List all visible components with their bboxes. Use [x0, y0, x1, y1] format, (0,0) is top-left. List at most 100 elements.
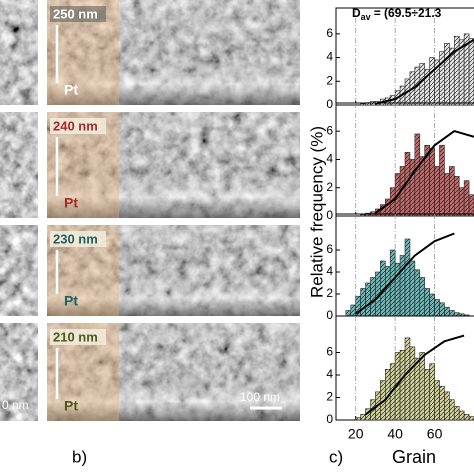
bar — [444, 306, 450, 317]
electrode-label: Pt — [64, 195, 78, 211]
electrode-label: Pt — [64, 293, 78, 309]
y-tick-label: 6 — [326, 242, 333, 256]
y-tick-label: 4 — [326, 50, 333, 64]
y-tick-label: 2 — [326, 73, 333, 87]
fit-curve — [365, 334, 465, 416]
bar — [414, 357, 421, 421]
bar — [444, 173, 450, 217]
panel-label: b) — [72, 447, 87, 466]
bar — [468, 194, 474, 217]
bar — [399, 349, 406, 421]
bar — [419, 277, 426, 317]
thickness-label: 250 nm — [53, 6, 98, 21]
bar — [429, 147, 435, 217]
bar — [355, 417, 361, 421]
y-tick-label: 4 — [326, 152, 333, 166]
y-tick-label: 2 — [326, 286, 333, 300]
bar — [404, 337, 411, 421]
top-view-image — [0, 225, 38, 316]
annotation-subscript: av — [361, 12, 371, 22]
bar — [394, 262, 401, 317]
bar — [414, 133, 421, 217]
bar — [370, 277, 376, 317]
bar — [449, 166, 455, 217]
thickness-label: 240 nm — [53, 118, 98, 133]
bar — [360, 288, 366, 317]
bar — [434, 380, 440, 421]
bar — [419, 63, 426, 106]
bar — [414, 269, 421, 317]
bar — [434, 299, 440, 317]
y-tick-label: 6 — [326, 345, 333, 359]
bar — [404, 238, 411, 317]
bar — [468, 38, 474, 106]
scale-bar-label: 100 nm — [240, 390, 280, 404]
bar — [444, 43, 450, 106]
bar — [365, 282, 371, 317]
bar — [399, 255, 406, 317]
x-tick-label: 60 — [427, 426, 443, 442]
bar — [350, 304, 357, 317]
bar — [439, 302, 445, 317]
bar — [360, 103, 366, 106]
label-box — [50, 329, 106, 345]
label-box — [50, 231, 106, 247]
bar — [360, 214, 366, 217]
sem-images: 250 nm Pt 240 nm Pt 230 nm Pt 210 nm Pt 100 nm 0 … — [0, 0, 300, 421]
bar — [453, 176, 460, 217]
bar — [429, 57, 435, 106]
top-view-image — [0, 0, 38, 105]
electrode-label: Pt — [64, 398, 78, 414]
x-axis-label: Grain — [392, 447, 436, 467]
y-tick-label: 4 — [326, 264, 333, 278]
bar — [463, 180, 470, 217]
bar — [439, 385, 445, 421]
bar — [384, 198, 391, 217]
label-box — [50, 6, 106, 22]
top-view-image — [0, 323, 38, 421]
bar — [453, 35, 460, 106]
bar — [360, 414, 366, 421]
scale-bar-label: 0 nm — [2, 398, 29, 412]
bar — [458, 39, 465, 106]
bar — [468, 416, 474, 421]
electrode-label: Pt — [64, 82, 78, 98]
annotation-symbol: D — [352, 6, 361, 20]
bar — [429, 363, 435, 421]
bar — [424, 369, 430, 421]
top-view-image — [0, 112, 38, 218]
y-tick-label: 0 — [326, 97, 333, 111]
y-axis-label: Relative frequency (%) — [307, 126, 326, 298]
bar — [439, 144, 445, 217]
bar — [409, 346, 416, 421]
bar — [458, 410, 465, 421]
bar — [453, 406, 460, 421]
bar — [409, 260, 416, 317]
y-tick-label: 0 — [326, 308, 333, 322]
thickness-label: 210 nm — [53, 329, 98, 344]
bar — [345, 310, 352, 317]
panel-label: c) — [329, 447, 343, 466]
thickness-label: 230 nm — [53, 231, 98, 246]
fit-curve — [355, 232, 455, 315]
fit-curve — [375, 38, 474, 105]
y-tick-label: 4 — [326, 367, 333, 381]
bar — [384, 266, 391, 317]
y-tick-label: 2 — [326, 390, 333, 404]
bar — [449, 310, 455, 317]
annotation: Dav = (69.5÷21.3 — [352, 6, 442, 22]
bar — [419, 156, 426, 217]
bar — [424, 288, 430, 317]
bar — [444, 391, 450, 421]
y-tick-label: 0 — [326, 412, 333, 426]
x-tick-label: 40 — [387, 426, 403, 442]
label-box — [50, 118, 106, 134]
y-tick-label: 6 — [326, 26, 333, 40]
bar — [409, 159, 416, 217]
bar — [439, 51, 445, 106]
x-tick-label: 20 — [348, 426, 364, 442]
bar — [449, 399, 455, 421]
bar — [434, 166, 440, 217]
